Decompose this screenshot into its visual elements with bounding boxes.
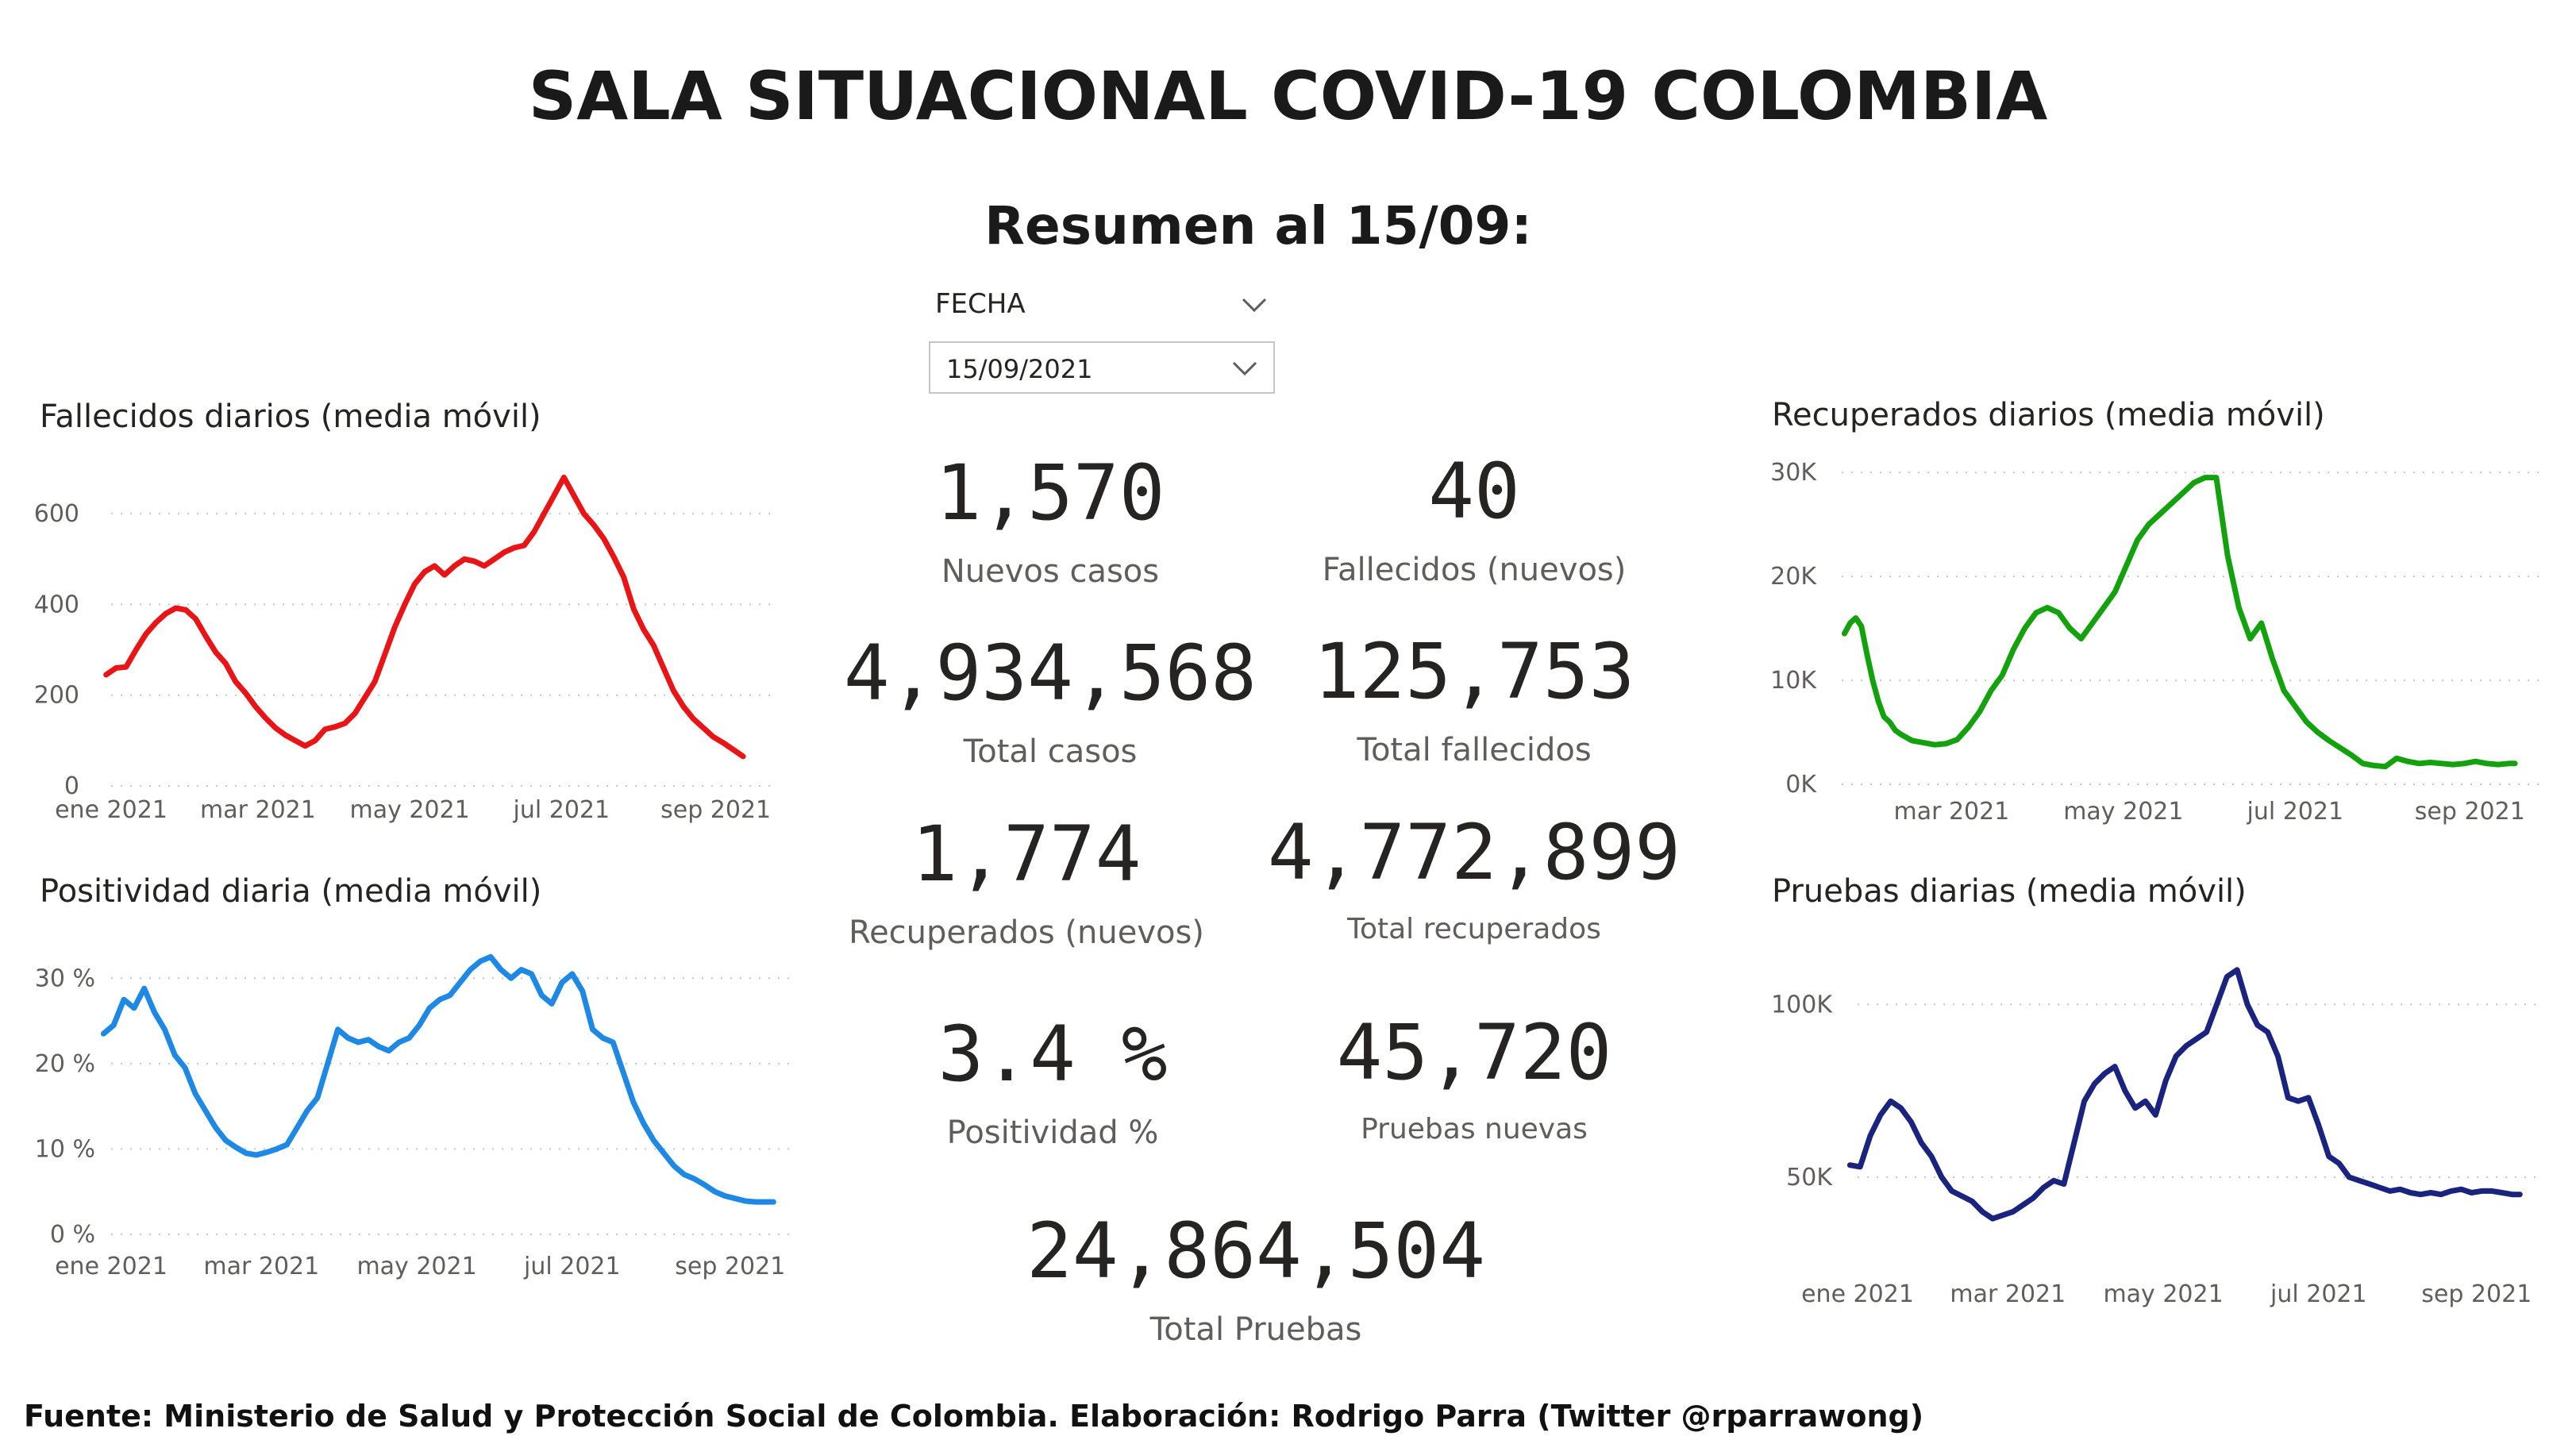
kpi-total-tests-value: 24,864,504 [1026,1207,1485,1295]
x-tick-label: ene 2021 [55,796,167,824]
recovered-line-chart: 0K 10K 20K 30K mar 2021 may 2021 jul 2021 sep 2… [1770,459,2540,826]
kpi-new-recovered-value: 1,774 [911,810,1142,899]
kpi-new-deaths-label: Fallecidos (nuevos) [1322,552,1627,588]
x-tick-label: ene 2021 [55,1253,167,1280]
series-line [1842,475,2518,770]
y-tick-label: 10K [1770,667,1817,695]
y-tick-label: 20K [1770,563,1817,591]
kpi-total-deaths-label: Total fallecidos [1357,732,1592,768]
tests-chart-title: Pruebas diarias (media móvil) [1772,873,2247,910]
y-tick-label: 600 [34,500,79,528]
positivity-line-chart: 0 % 10 % 20 % 30 % ene 2021 mar 2021 may 2021 j… [35,953,794,1280]
kpi-new-tests-value: 45,720 [1336,1008,1612,1097]
kpi-total-deaths-value: 125,753 [1313,627,1635,716]
x-tick-label: sep 2021 [675,1253,785,1280]
y-tick-label: 400 [34,591,79,618]
dashboard-title: SALA SITUACIONAL COVID-19 COLOMBIA [528,57,2048,135]
tests-line-chart: 50K 100K ene 2021 mar 2021 may 2021 jul 2021 s… [1771,967,2540,1308]
deaths-line-chart: 0 200 400 600 ene 2021 mar 2021 may 2021 jul 20… [34,474,778,824]
series-line [1846,967,2523,1222]
date-slicer-label: FECHA [935,288,1026,320]
y-tick-label: 30K [1770,459,1817,487]
y-tick-label: 0K [1785,771,1817,799]
positivity-chart-title: Positividad diaria (media móvil) [40,873,542,910]
x-tick-label: may 2021 [349,796,469,824]
x-tick-label: mar 2021 [1950,1280,2066,1308]
x-tick-label: sep 2021 [2421,1280,2532,1308]
y-tick-label: 200 [34,682,79,710]
kpi-new-tests-label: Pruebas nuevas [1361,1113,1588,1145]
x-tick-label: ene 2021 [1801,1280,1914,1308]
y-tick-label: 0 % [50,1221,95,1249]
x-tick-label: may 2021 [356,1253,476,1280]
kpi-new-deaths-value: 40 [1428,447,1520,536]
x-tick-label: may 2021 [2063,798,2183,826]
x-tick-label: mar 2021 [200,796,316,824]
deaths-chart-title: Fallecidos diarios (media móvil) [40,398,541,435]
y-tick-label: 0 [64,772,79,800]
series-line [103,474,746,760]
y-tick-label: 30 % [35,964,95,992]
x-tick-label: jul 2021 [2247,798,2344,826]
kpi-positivity-label: Positividad % [946,1115,1159,1151]
x-tick-label: jul 2021 [2270,1280,2367,1308]
source-footer: Fuente: Ministerio de Salud y Protección… [24,1399,1924,1434]
summary-subtitle: Resumen al 15/09: [984,195,1532,256]
y-tick-label: 20 % [35,1050,95,1078]
date-slicer-value: 15/09/2021 [946,354,1093,384]
kpi-total-cases-value: 4,934,568 [843,629,1257,718]
recovered-chart-title: Recuperados diarios (media móvil) [1772,397,2325,433]
kpi-new-cases-label: Nuevos casos [941,553,1160,590]
x-tick-label: may 2021 [2103,1280,2223,1308]
y-tick-label: 100K [1771,991,1833,1018]
chevron-down-icon[interactable] [1238,289,1270,321]
x-tick-label: jul 2021 [513,796,610,824]
kpi-new-recovered-label: Recuperados (nuevos) [849,914,1204,951]
kpi-total-recovered-label: Total recuperados [1347,913,1601,945]
x-tick-label: sep 2021 [2415,798,2525,826]
y-tick-label: 10 % [35,1135,95,1163]
kpi-total-cases-label: Total casos [963,733,1138,770]
series-line [100,953,776,1205]
x-tick-label: jul 2021 [523,1253,621,1280]
x-tick-label: sep 2021 [660,796,771,824]
date-slicer-dropdown[interactable]: 15/09/2021 [929,341,1275,394]
kpi-new-cases-value: 1,570 [935,449,1165,537]
chevron-down-icon[interactable] [1229,352,1261,384]
kpi-total-tests-label: Total Pruebas [1149,1311,1362,1348]
y-tick-label: 50K [1786,1164,1833,1192]
x-tick-label: mar 2021 [1893,798,2009,826]
kpi-total-recovered-value: 4,772,899 [1267,808,1681,897]
x-tick-label: mar 2021 [203,1253,319,1280]
kpi-positivity-value: 3.4 % [938,1010,1168,1099]
